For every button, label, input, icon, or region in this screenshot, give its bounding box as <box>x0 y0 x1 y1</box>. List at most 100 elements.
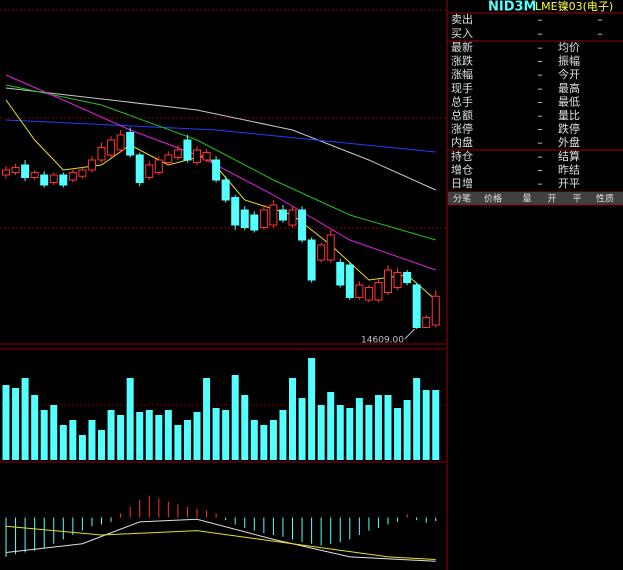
volume-bar <box>31 395 39 460</box>
volume-bar <box>12 388 20 460</box>
label: 均价 <box>558 41 580 54</box>
label: 最低 <box>558 95 580 108</box>
annotation: 14609.00 <box>361 335 404 345</box>
volume: – <box>597 27 603 40</box>
candle-body <box>164 154 173 163</box>
candle-body <box>107 139 116 156</box>
label: 总手 <box>451 94 473 108</box>
candle-body <box>154 159 163 173</box>
candle-body <box>355 284 364 298</box>
label: 卖出 <box>451 12 473 26</box>
volume-bar <box>222 410 230 460</box>
volume-bar <box>374 395 382 460</box>
candle-body <box>145 164 154 178</box>
candle-body <box>2 169 10 176</box>
volume-bar <box>59 425 67 460</box>
label: 持仓 <box>451 149 473 163</box>
volume-bar <box>107 410 115 460</box>
volume-bar <box>346 408 354 460</box>
volume-bar <box>69 420 77 460</box>
candle-body <box>326 234 335 261</box>
candle-body <box>212 159 221 181</box>
volume-bar <box>308 358 316 460</box>
candle-body <box>403 272 412 283</box>
candle-body <box>231 197 240 226</box>
candle-body <box>30 172 39 178</box>
label: 最高 <box>558 81 580 95</box>
candle-body <box>431 295 440 326</box>
candle-body <box>68 172 77 181</box>
value: – <box>537 136 543 149</box>
candle-body <box>393 272 402 288</box>
candle-body <box>384 269 392 293</box>
candle-body <box>317 244 326 261</box>
volume-bar <box>21 378 29 460</box>
candle-body <box>21 164 30 178</box>
candle-body <box>97 147 106 161</box>
volume-bar <box>212 408 220 460</box>
value: – <box>537 41 543 54</box>
candle-body <box>240 209 249 228</box>
candle-body <box>298 209 307 241</box>
volume-bar <box>289 378 296 460</box>
indicator-line <box>5 518 436 562</box>
code: NID3M <box>488 0 537 15</box>
volume-bar <box>365 405 373 460</box>
value: – <box>537 27 543 40</box>
volume-bar <box>193 412 201 460</box>
volume-bar <box>231 375 239 460</box>
label: 今开 <box>558 67 580 81</box>
table-header: 开 <box>547 194 556 205</box>
volume: – <box>597 13 603 26</box>
name: LME镍03(电子) <box>535 0 613 13</box>
volume-bar <box>40 410 48 460</box>
candle-body <box>422 317 431 328</box>
value: – <box>537 68 543 81</box>
volume-bar <box>98 430 105 460</box>
volume-bar <box>298 398 306 460</box>
volume-bar <box>241 395 249 460</box>
label: 增仓 <box>451 163 473 177</box>
candle-body <box>221 179 230 201</box>
candle-body <box>49 174 58 183</box>
volume-bar <box>117 415 125 460</box>
label: 买入 <box>451 27 473 40</box>
table-header: 平 <box>572 194 581 205</box>
label: 现手 <box>451 81 473 95</box>
label: 涨停 <box>451 122 473 136</box>
candle-body <box>135 154 144 183</box>
candle-body <box>11 167 20 173</box>
volume-bar <box>2 385 10 460</box>
label: 结算 <box>558 149 580 163</box>
candle-body <box>202 152 211 161</box>
indicator-line <box>5 525 436 560</box>
label: 总额 <box>451 108 473 122</box>
candle-body <box>193 149 201 163</box>
value: – <box>537 177 543 190</box>
volume-bar <box>145 410 153 460</box>
table-header: 性质 <box>596 193 614 205</box>
label: 振幅 <box>558 54 580 68</box>
volume-bar <box>250 420 258 460</box>
value: – <box>537 82 543 95</box>
label: 涨跌 <box>451 54 473 68</box>
indicator-line <box>5 119 436 153</box>
volume-bar <box>355 398 363 460</box>
value: – <box>537 123 543 136</box>
candle-body <box>307 239 316 281</box>
volume-bar <box>203 378 211 460</box>
indicator-line <box>5 87 436 191</box>
candle-body <box>87 159 96 171</box>
table-header-bg <box>448 192 623 205</box>
value: – <box>537 109 543 122</box>
candle-body <box>259 209 268 228</box>
candle-body <box>40 174 49 186</box>
candle-body <box>269 204 278 226</box>
label: 开平 <box>558 177 580 190</box>
label: 涨幅 <box>451 68 473 81</box>
label: 内盘 <box>451 135 473 149</box>
table-header: 分笔 <box>453 193 471 205</box>
